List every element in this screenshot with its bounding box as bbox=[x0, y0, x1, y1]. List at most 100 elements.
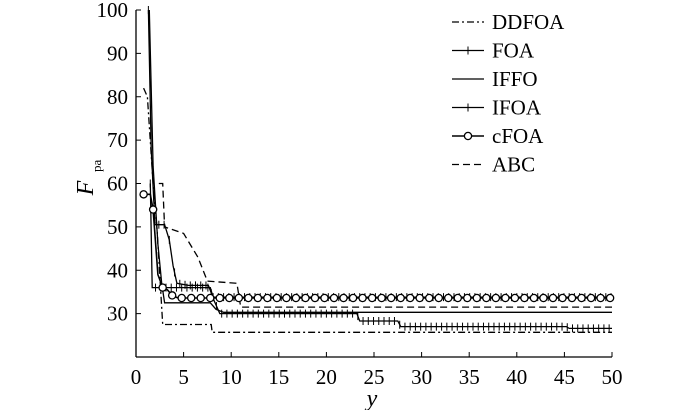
data-point-cfoa bbox=[329, 293, 339, 303]
y-tick-label: 50 bbox=[107, 215, 128, 239]
data-point-cfoa bbox=[139, 190, 148, 199]
data-point-cfoa bbox=[206, 293, 215, 303]
x-tick-label: 25 bbox=[364, 365, 385, 389]
data-point-cfoa bbox=[177, 293, 186, 303]
legend-item-ddfoa: DDFOA bbox=[452, 10, 565, 34]
y-axis-title: F bbox=[73, 180, 99, 196]
legend: DDFOA FOA IFFO IFOA cFOA ABC bbox=[452, 10, 565, 177]
y-axis-ticks: 30 40 50 60 70 80 90 100 bbox=[97, 0, 141, 326]
data-point-cfoa bbox=[396, 293, 405, 303]
data-point-cfoa bbox=[558, 293, 567, 303]
data-point-cfoa bbox=[482, 293, 491, 303]
data-point-cfoa bbox=[186, 293, 196, 303]
x-tick-label: 5 bbox=[178, 365, 189, 389]
data-point-cfoa bbox=[510, 293, 520, 303]
data-point-cfoa bbox=[272, 293, 282, 303]
legend-label: ABC bbox=[492, 153, 535, 177]
data-point-cfoa bbox=[453, 293, 463, 303]
data-point-cfoa bbox=[586, 293, 596, 303]
series-abc bbox=[158, 182, 612, 308]
legend-label: cFOA bbox=[492, 124, 544, 148]
legend-item-cfoa: cFOA bbox=[452, 124, 544, 148]
y-tick-label: 90 bbox=[107, 41, 128, 65]
x-axis-ticks: 0 5 10 15 20 25 30 35 40 45 50 bbox=[131, 352, 623, 389]
data-point-cfoa bbox=[472, 293, 482, 303]
data-point-cfoa bbox=[148, 205, 158, 214]
legend-label: DDFOA bbox=[492, 10, 565, 34]
series-layer bbox=[139, 6, 615, 333]
y-tick-label: 40 bbox=[107, 258, 128, 282]
series-line-abc bbox=[158, 182, 612, 308]
data-point-cfoa bbox=[424, 293, 434, 303]
data-point-cfoa bbox=[244, 293, 253, 303]
data-point-cfoa bbox=[605, 293, 615, 303]
data-point-cfoa bbox=[263, 293, 272, 303]
data-point-cfoa bbox=[339, 293, 348, 303]
data-point-cfoa bbox=[529, 293, 539, 303]
data-point-cfoa bbox=[234, 293, 244, 303]
data-point-cfoa bbox=[348, 293, 358, 303]
series-line-cfoa bbox=[143, 193, 612, 299]
data-point-cfoa bbox=[577, 293, 586, 303]
data-point-cfoa bbox=[520, 293, 529, 303]
data-point-cfoa bbox=[291, 293, 301, 303]
data-point-cfoa bbox=[253, 293, 263, 303]
data-point-cfoa bbox=[358, 293, 367, 303]
data-point-cfoa bbox=[539, 293, 548, 303]
data-point-cfoa bbox=[196, 293, 205, 303]
data-point-cfoa bbox=[386, 293, 396, 303]
x-axis-title: y bbox=[365, 386, 378, 410]
y-axis-title-group: F pa bbox=[73, 160, 104, 197]
x-tick-label: 35 bbox=[459, 365, 480, 389]
series-foa bbox=[147, 6, 612, 333]
y-tick-label: 70 bbox=[107, 128, 128, 152]
data-point-cfoa bbox=[434, 293, 443, 303]
series-line-foa bbox=[147, 9, 612, 330]
data-point-cfoa bbox=[567, 293, 577, 303]
legend-item-foa: FOA bbox=[452, 39, 535, 63]
series-line-ifoa bbox=[149, 183, 612, 298]
data-point-cfoa bbox=[491, 293, 501, 303]
data-point-cfoa bbox=[282, 293, 291, 303]
legend-item-abc: ABC bbox=[452, 153, 535, 177]
legend-label: IFFO bbox=[492, 67, 538, 91]
y-tick-label: 60 bbox=[107, 172, 128, 196]
data-point-cfoa bbox=[377, 293, 386, 303]
data-point-cfoa bbox=[367, 293, 377, 303]
data-point-cfoa bbox=[310, 293, 320, 303]
data-point-cfoa bbox=[463, 293, 472, 303]
data-point-cfoa bbox=[501, 293, 510, 303]
data-point-cfoa bbox=[596, 293, 605, 303]
legend-marker bbox=[463, 131, 473, 141]
legend-item-ifoa: IFOA bbox=[452, 96, 542, 120]
x-tick-label: 30 bbox=[411, 365, 432, 389]
x-tick-label: 45 bbox=[554, 365, 575, 389]
x-tick-label: 10 bbox=[221, 365, 242, 389]
data-point-cfoa bbox=[405, 293, 415, 303]
x-tick-label: 50 bbox=[602, 365, 623, 389]
x-tick-label: 15 bbox=[268, 365, 289, 389]
y-axis-title-subscript: pa bbox=[89, 160, 104, 173]
y-tick-label: 100 bbox=[97, 0, 129, 22]
x-tick-label: 20 bbox=[316, 365, 337, 389]
data-point-cfoa bbox=[444, 293, 453, 303]
data-point-cfoa bbox=[215, 293, 225, 303]
axes bbox=[135, 10, 612, 358]
legend-label: FOA bbox=[492, 39, 535, 63]
data-point-cfoa bbox=[158, 283, 167, 292]
x-tick-label: 40 bbox=[506, 365, 527, 389]
series-ifoa bbox=[149, 179, 612, 302]
x-tick-label: 0 bbox=[131, 365, 142, 389]
data-point-cfoa bbox=[167, 291, 177, 300]
legend-item-iffo: IFFO bbox=[452, 67, 538, 91]
data-point-cfoa bbox=[548, 293, 558, 303]
y-tick-label: 30 bbox=[107, 302, 128, 326]
legend-label: IFOA bbox=[492, 96, 542, 120]
y-tick-label: 80 bbox=[107, 85, 128, 109]
data-point-cfoa bbox=[225, 293, 234, 303]
series-line-iffo bbox=[148, 9, 612, 313]
data-point-cfoa bbox=[415, 293, 424, 303]
series-cfoa bbox=[139, 190, 615, 303]
series-iffo bbox=[148, 9, 612, 313]
data-point-cfoa bbox=[301, 293, 310, 303]
